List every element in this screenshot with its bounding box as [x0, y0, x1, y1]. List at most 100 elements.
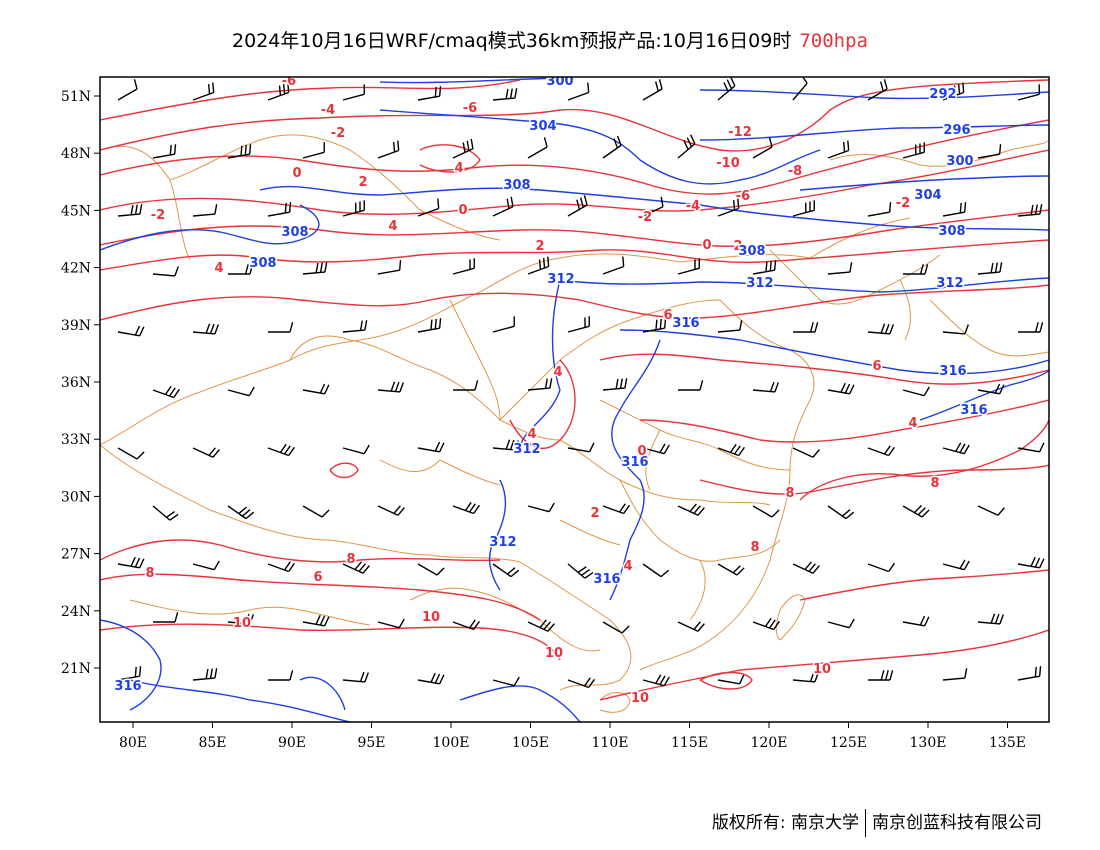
x-tick-label: 105E [512, 735, 549, 751]
temperature-label: -6 [463, 101, 477, 116]
wind-barb [527, 378, 553, 391]
y-tick-label: 21N [61, 661, 91, 677]
temperature-contour [599, 353, 1049, 385]
height-label: 304 [529, 119, 556, 134]
wind-barb [752, 260, 777, 275]
wind-barb [717, 198, 740, 217]
temperature-label: 10 [233, 616, 251, 631]
wind-barb [152, 266, 179, 277]
wind-barb [153, 612, 179, 623]
temperature-label: 4 [388, 219, 397, 234]
wind-barb [602, 256, 625, 275]
wind-barb [417, 563, 445, 576]
wind-barb [942, 442, 970, 455]
y-tick-label: 24N [61, 604, 91, 620]
wind-barb [1017, 204, 1043, 217]
y-tick-label: 51N [61, 89, 91, 105]
height-contour [100, 204, 320, 251]
height-label: 300 [546, 74, 573, 89]
temperature-contour [100, 119, 1049, 195]
wind-barb [792, 561, 820, 574]
height-contours [100, 77, 1049, 722]
wind-barb [192, 323, 219, 335]
temperature-label: 6 [663, 308, 672, 323]
wind-barb [152, 385, 180, 399]
temperature-label: 8 [750, 540, 759, 555]
wind-barb [192, 668, 218, 681]
border-line [775, 594, 806, 641]
wind-barb [492, 563, 520, 578]
wind-barb [942, 82, 965, 101]
wind-barb [302, 614, 330, 627]
border-line [349, 149, 501, 241]
wind-barb [792, 671, 819, 683]
x-tick-label: 125E [830, 735, 867, 751]
border-line [645, 429, 661, 491]
temperature-label: -4 [686, 199, 700, 214]
temperature-label: -2 [331, 126, 345, 141]
temperature-contour [799, 569, 1049, 601]
temperature-label: 4 [623, 559, 632, 574]
pressure-level: 700hpa [799, 30, 868, 52]
wind-barb [342, 671, 369, 683]
border-line [829, 139, 1049, 167]
temperature-label: 0 [292, 166, 301, 181]
wind-barb [752, 137, 773, 159]
temperature-contour [419, 144, 481, 173]
height-label: 316 [939, 364, 966, 379]
border-line [929, 299, 1049, 357]
temperature-contour [100, 284, 1049, 321]
wind-barb [377, 140, 400, 159]
wind-barb [752, 505, 780, 518]
height-contour [619, 329, 1049, 375]
temperature-label: 10 [545, 646, 563, 661]
y-tick-label: 48N [61, 146, 91, 162]
wind-barb [642, 563, 670, 578]
wind-barb [827, 505, 855, 520]
wind-barb [827, 140, 850, 159]
border-line [599, 399, 791, 471]
x-tick-label: 130E [910, 735, 947, 751]
height-label: 304 [914, 188, 941, 203]
temperature-contour [100, 79, 1049, 152]
y-tick-label: 33N [61, 432, 91, 448]
wind-barb [977, 144, 1002, 159]
wind-barb [867, 445, 895, 457]
wind-barb [827, 262, 853, 275]
temperature-contour [100, 623, 561, 661]
wind-barb [642, 79, 663, 101]
wind-barb [677, 621, 705, 632]
temperature-contour [699, 464, 1049, 495]
wind-barb [602, 378, 628, 391]
wind-barb [192, 204, 218, 217]
wind-barb [492, 88, 518, 101]
wind-barb [868, 670, 894, 681]
border-line [689, 559, 706, 621]
wind-barb [417, 318, 442, 333]
height-contour [699, 124, 1049, 141]
border-line [409, 587, 601, 652]
temperature-label: 2 [590, 506, 599, 521]
wind-barb [267, 82, 290, 101]
temperature-label: 4 [214, 261, 223, 276]
wind-barb [117, 325, 145, 337]
wind-barb [827, 382, 855, 395]
wind-barb [942, 559, 970, 571]
wind-barb [117, 447, 145, 460]
copyright-text: 版权所有: 南京大学 [711, 813, 859, 833]
footer-separator [865, 809, 866, 837]
wind-barb [1017, 84, 1040, 101]
x-tick-label: 95E [357, 735, 385, 751]
height-contour [699, 89, 1049, 100]
y-tick-label: 39N [61, 318, 91, 334]
height-contour [488, 479, 507, 591]
border-line [559, 439, 771, 506]
temperature-contour [699, 671, 753, 690]
wind-barb [1017, 666, 1042, 681]
wind-barb [302, 383, 330, 395]
wind-barb [567, 677, 595, 689]
temperature-label: 4 [527, 427, 536, 442]
wind-barb [567, 82, 590, 101]
temperature-label: 8 [145, 566, 154, 581]
wind-barb [192, 82, 215, 101]
